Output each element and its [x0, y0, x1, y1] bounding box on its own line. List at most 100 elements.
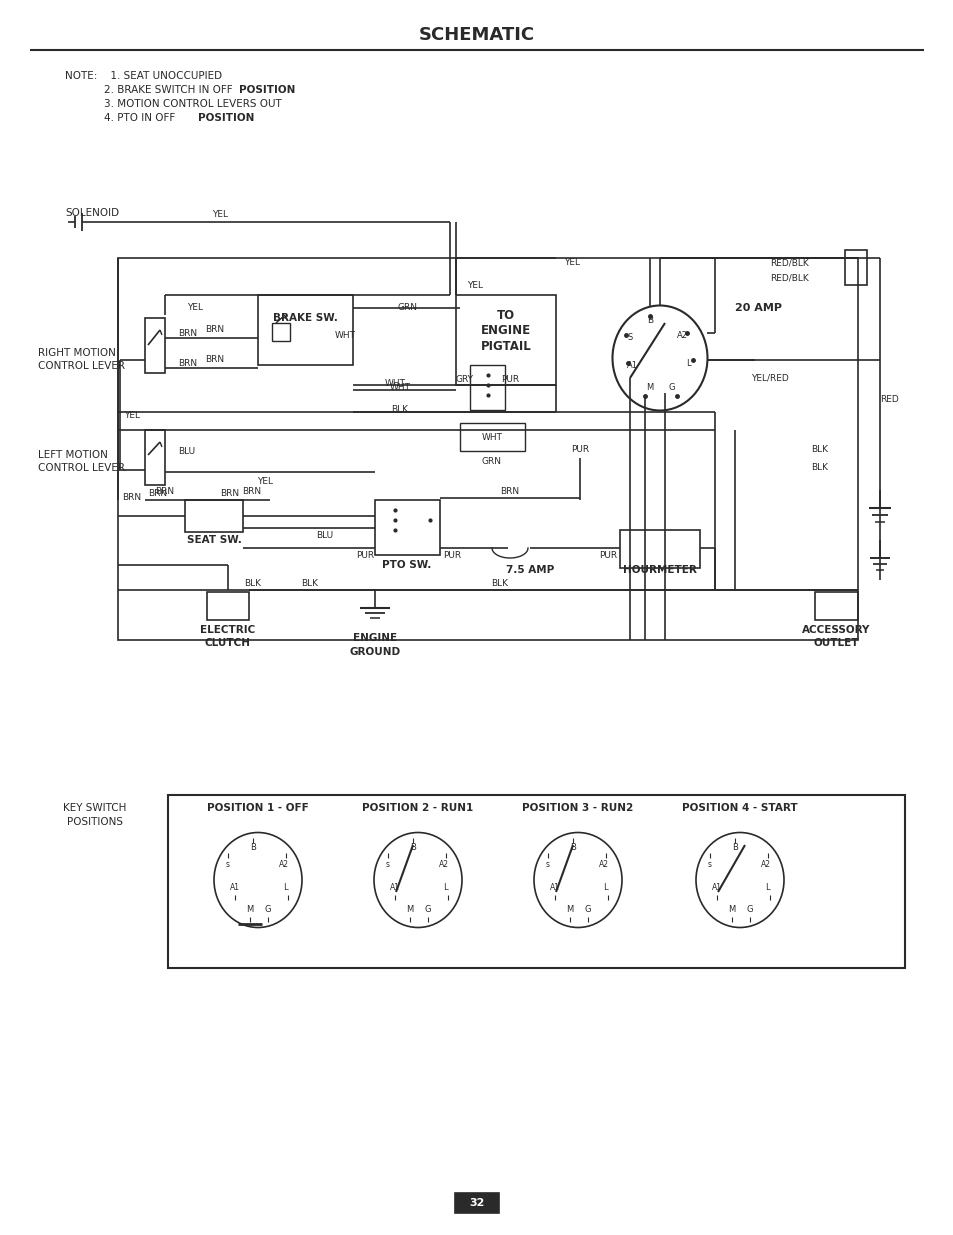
Text: ENGINE: ENGINE	[353, 634, 396, 643]
Text: BRN: BRN	[178, 358, 197, 368]
Text: BRAKE SW.: BRAKE SW.	[273, 312, 337, 324]
Text: SCHEMATIC: SCHEMATIC	[418, 26, 535, 44]
Text: s: s	[545, 861, 550, 869]
Bar	[455, 1193, 498, 1213]
Text: BLK: BLK	[491, 578, 508, 588]
Text: PUR: PUR	[442, 551, 460, 559]
Text: POSITION 2 - RUN1: POSITION 2 - RUN1	[362, 803, 473, 813]
Text: RED: RED	[880, 395, 899, 405]
Text: L: L	[764, 883, 768, 893]
Text: s: s	[707, 861, 711, 869]
Text: SOLENOID: SOLENOID	[65, 207, 119, 219]
Text: YEL: YEL	[187, 303, 203, 311]
Text: L: L	[602, 883, 607, 893]
Text: 7.5 AMP: 7.5 AMP	[505, 564, 554, 576]
Bar	[257, 295, 353, 366]
Text: BRN: BRN	[500, 488, 519, 496]
Text: G: G	[584, 905, 591, 914]
Text: M: M	[566, 905, 573, 914]
Text: s: s	[386, 861, 390, 869]
Text: A1: A1	[230, 883, 240, 893]
Text: BRN: BRN	[242, 488, 261, 496]
Text: L: L	[282, 883, 287, 893]
Bar	[375, 500, 439, 555]
Text: WHT: WHT	[481, 432, 502, 441]
Text: A1: A1	[550, 883, 559, 893]
Text: G: G	[265, 905, 271, 914]
Text: PUR: PUR	[500, 375, 518, 384]
Text: POSITION: POSITION	[239, 85, 295, 95]
Text: CONTROL LEVER: CONTROL LEVER	[38, 463, 125, 473]
Text: L: L	[442, 883, 447, 893]
Text: PUR: PUR	[598, 551, 617, 559]
Text: G: G	[668, 384, 675, 393]
Text: A2: A2	[438, 861, 449, 869]
Text: PUR: PUR	[570, 446, 588, 454]
Text: PIGTAIL: PIGTAIL	[480, 341, 531, 353]
Text: PUR: PUR	[355, 551, 374, 559]
Text: G: G	[424, 905, 431, 914]
Bar	[145, 317, 165, 373]
Text: CLUTCH: CLUTCH	[205, 638, 251, 648]
Text: A1: A1	[626, 362, 637, 370]
Text: POSITION 3 - RUN2: POSITION 3 - RUN2	[522, 803, 633, 813]
Text: WHT: WHT	[384, 378, 405, 388]
Text: 3. MOTION CONTROL LEVERS OUT: 3. MOTION CONTROL LEVERS OUT	[104, 99, 281, 109]
Text: BLK: BLK	[391, 405, 408, 415]
Text: POSITION: POSITION	[198, 112, 254, 124]
Text: B: B	[646, 315, 653, 325]
Text: LEFT MOTION: LEFT MOTION	[38, 450, 108, 459]
Text: BLK: BLK	[811, 446, 827, 454]
Text: NOTE:    1. SEAT UNOCCUPIED: NOTE: 1. SEAT UNOCCUPIED	[65, 70, 222, 82]
Text: A1: A1	[390, 883, 399, 893]
Text: L: L	[685, 358, 690, 368]
Text: BRN: BRN	[205, 356, 224, 364]
Text: ENGINE: ENGINE	[480, 324, 531, 336]
Text: A1: A1	[711, 883, 721, 893]
Text: B: B	[410, 844, 416, 852]
Bar	[272, 324, 290, 341]
Text: YEL: YEL	[256, 478, 273, 487]
Text: RED/BLK: RED/BLK	[770, 273, 808, 283]
Text: RIGHT MOTION: RIGHT MOTION	[38, 348, 115, 358]
Bar	[145, 430, 165, 485]
Text: A2: A2	[676, 331, 687, 341]
Text: HOURMETER: HOURMETER	[622, 564, 697, 576]
Text: BRN: BRN	[149, 489, 168, 498]
Text: GRY: GRY	[456, 375, 474, 384]
Text: WHT: WHT	[389, 384, 410, 393]
Text: TO: TO	[497, 309, 515, 321]
Text: POSITION 4 - START: POSITION 4 - START	[681, 803, 797, 813]
Text: G: G	[746, 905, 753, 914]
Text: YEL: YEL	[563, 258, 579, 267]
Text: YEL/RED: YEL/RED	[750, 373, 788, 383]
Text: GROUND: GROUND	[349, 647, 400, 657]
Text: POSITIONS: POSITIONS	[67, 818, 123, 827]
Bar	[207, 592, 249, 620]
Text: BRN: BRN	[122, 493, 141, 501]
Bar	[619, 530, 700, 568]
Text: BRN: BRN	[220, 489, 239, 498]
Text: YEL: YEL	[212, 210, 228, 219]
Bar	[814, 592, 857, 620]
Text: OUTLET: OUTLET	[812, 638, 858, 648]
Text: 20 AMP: 20 AMP	[734, 303, 781, 312]
Text: M: M	[727, 905, 735, 914]
Text: A2: A2	[278, 861, 289, 869]
Text: 32: 32	[469, 1198, 484, 1208]
Text: BRN: BRN	[205, 326, 224, 335]
Text: BRN: BRN	[178, 329, 197, 337]
Text: B: B	[250, 844, 255, 852]
Text: 2. BRAKE SWITCH IN OFF: 2. BRAKE SWITCH IN OFF	[104, 85, 235, 95]
Text: YEL: YEL	[124, 410, 140, 420]
Text: BLK: BLK	[811, 463, 827, 473]
Text: BLK: BLK	[244, 578, 261, 588]
Text: A2: A2	[598, 861, 608, 869]
Text: ACCESSORY: ACCESSORY	[801, 625, 869, 635]
Text: BLK: BLK	[301, 578, 318, 588]
Text: SEAT SW.: SEAT SW.	[187, 535, 241, 545]
Text: KEY SWITCH: KEY SWITCH	[63, 803, 127, 813]
Bar	[118, 258, 857, 640]
Bar	[168, 795, 904, 968]
Text: GRN: GRN	[481, 457, 501, 467]
